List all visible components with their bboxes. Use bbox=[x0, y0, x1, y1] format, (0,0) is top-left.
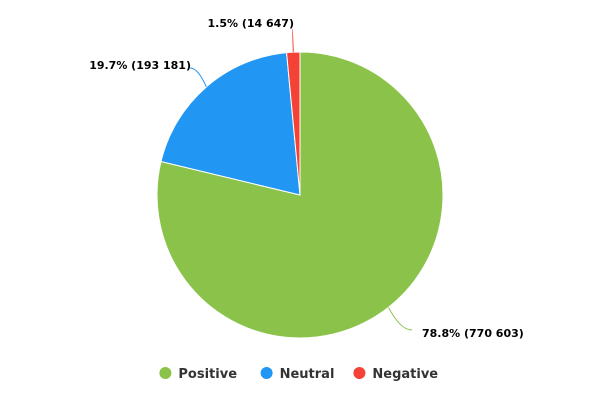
connector-positive bbox=[388, 307, 413, 331]
data-label-negative: 1.5% (14 647) bbox=[208, 17, 295, 30]
legend-item-neutral[interactable]: Neutral bbox=[260, 367, 335, 382]
connector-negative bbox=[291, 28, 294, 53]
pie-slices bbox=[156, 51, 444, 339]
label-connectors bbox=[189, 28, 413, 331]
legend-label-negative: Negative bbox=[372, 367, 438, 382]
data-label-positive: 78.8% (770 603) bbox=[422, 327, 524, 340]
connector-neutral bbox=[189, 67, 207, 88]
legend-item-negative[interactable]: Negative bbox=[353, 367, 438, 382]
legend-item-positive[interactable]: Positive bbox=[159, 367, 237, 382]
legend-marker-negative bbox=[353, 367, 366, 379]
legend-marker-positive bbox=[159, 367, 172, 379]
legend-label-positive: Positive bbox=[178, 367, 237, 382]
data-labels: 78.8% (770 603) 19.7% (193 181) 1.5% (14 6… bbox=[89, 17, 524, 340]
legend-label-neutral: Neutral bbox=[280, 367, 335, 382]
data-label-neutral: 19.7% (193 181) bbox=[89, 59, 191, 72]
legend: Positive Neutral Negative bbox=[159, 367, 438, 382]
legend-marker-neutral bbox=[260, 367, 273, 379]
